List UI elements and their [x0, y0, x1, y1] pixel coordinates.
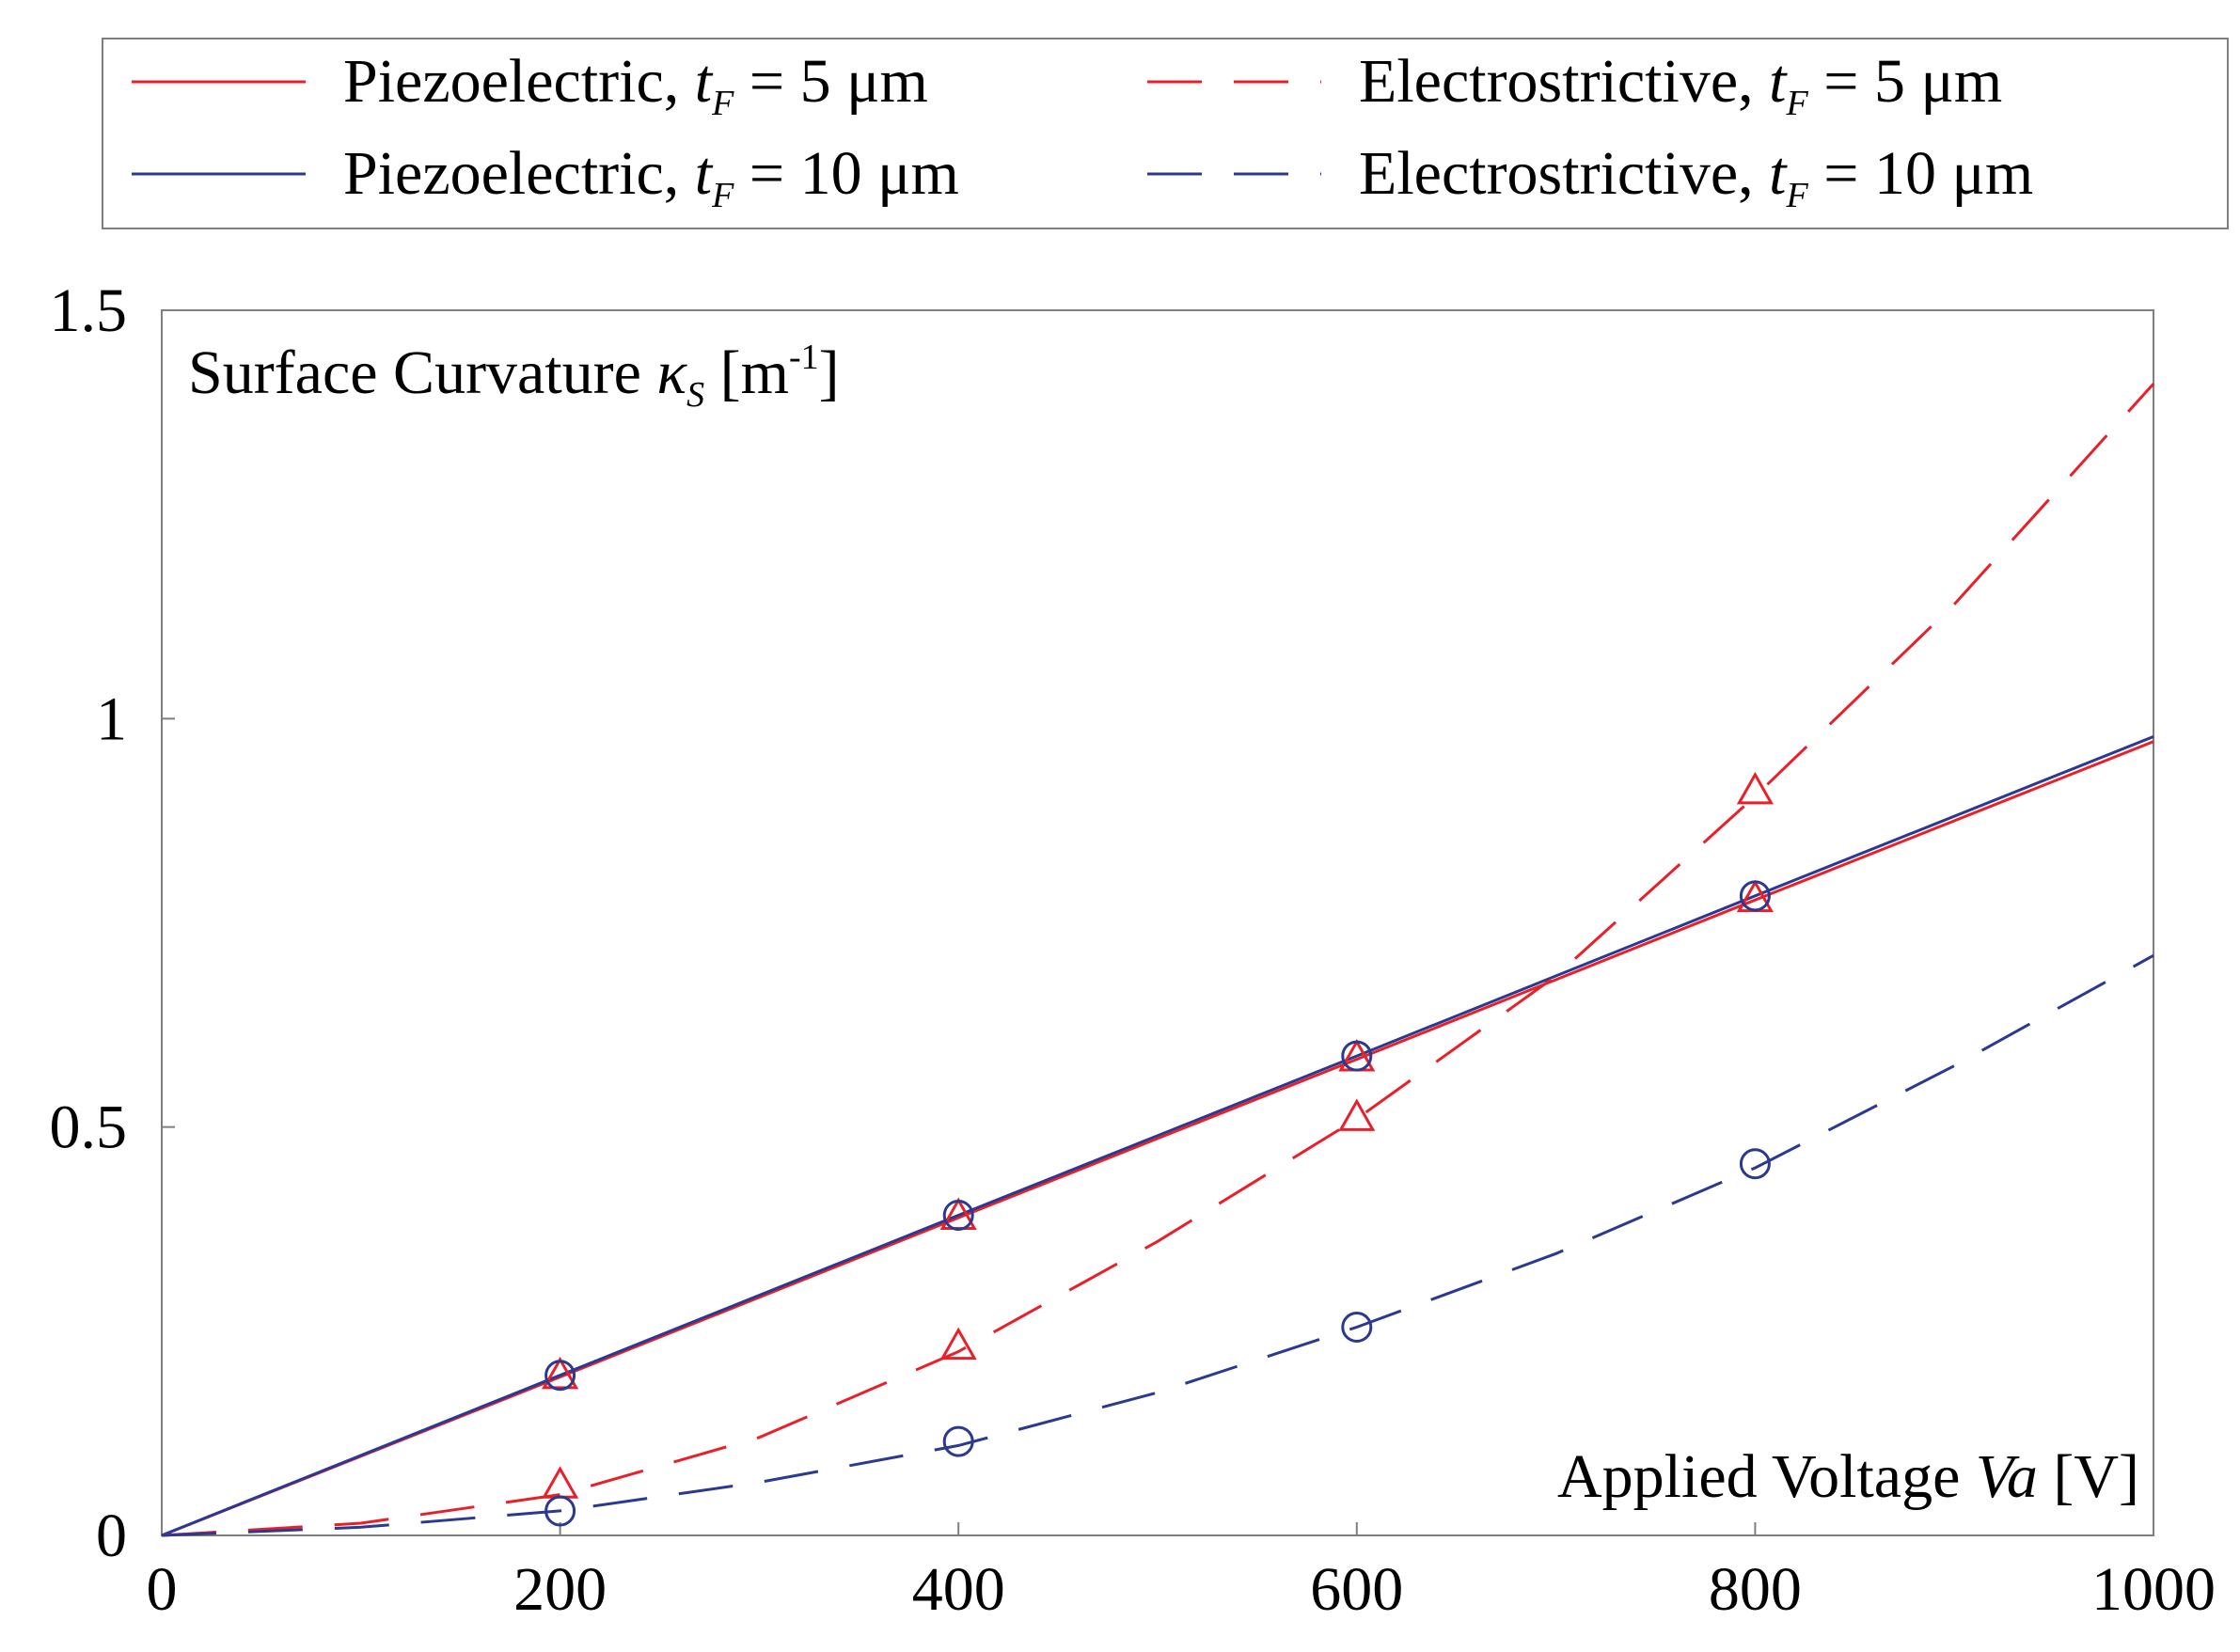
tick-labels: 0 200 400 600 800 1000 0 0.5 1 1.5: [50, 276, 2216, 1624]
x-tick-label-2: 400: [912, 1555, 1005, 1624]
series-2-marker-0: [542, 1466, 579, 1499]
y-axis-title: Surface Curvature κS [m-1]: [188, 338, 840, 415]
series-3-marker-0: [544, 1495, 576, 1527]
series-lines: [161, 383, 2155, 1537]
series-3-marker-2: [1341, 1311, 1373, 1343]
series-1-marker-1: [942, 1199, 974, 1231]
x-tick-label-5: 1000: [2091, 1555, 2216, 1624]
x-tick-label-4: 800: [1709, 1555, 1802, 1624]
x-tick-label-0: 0: [147, 1555, 178, 1624]
legend-label-electro-10: Electrostrictive, tF = 10 μm: [1359, 139, 2034, 215]
series-2-marker-1: [939, 1327, 977, 1361]
y-tick-label-1: 0.5: [50, 1093, 128, 1162]
series-1-marker-0: [544, 1360, 576, 1392]
x-tick-label-3: 600: [1310, 1555, 1403, 1624]
plot-frame: [161, 309, 2154, 1536]
y-tick-label-2: 1: [96, 684, 127, 753]
legend-label-piezo-5: Piezoelectric, tF = 5 μm: [343, 47, 928, 123]
series-line-2: [161, 383, 2155, 1537]
series-line-1: [161, 735, 2154, 1537]
series-2-marker-2: [1338, 1098, 1376, 1131]
legend-entry-piezo-10: Piezoelectric, tF = 10 μm: [132, 132, 959, 216]
legend-label-electro-5: Electrostrictive, tF = 5 μm: [1359, 47, 2003, 123]
y-tick-label-3: 1.5: [50, 276, 128, 345]
series-1-marker-3: [1739, 880, 1771, 912]
legend-line-piezo-10: [132, 165, 306, 183]
legend-entry-piezo-5: Piezoelectric, tF = 5 μm: [132, 39, 928, 124]
legend-entry-electro-5: Electrostrictive, tF = 5 μm: [1147, 39, 2002, 124]
series-1-marker-2: [1341, 1040, 1373, 1072]
legend-line-electro-10: [1147, 165, 1321, 183]
series-2-marker-3: [1736, 771, 1774, 805]
axis-ticks: [161, 309, 2154, 1536]
legend-label-piezo-10: Piezoelectric, tF = 10 μm: [343, 139, 959, 215]
legend-entry-electro-10: Electrostrictive, tF = 10 μm: [1147, 132, 2033, 216]
y-tick-label-0: 0: [96, 1502, 127, 1570]
series-3-marker-3: [1739, 1148, 1771, 1180]
series-3-marker-1: [942, 1425, 974, 1457]
legend-line-electro-5: [1147, 72, 1321, 91]
series-0-marker-0: [542, 1356, 579, 1390]
series-markers: [542, 771, 1774, 1527]
x-axis-title: Applied Voltage Va [V]: [1557, 1442, 2139, 1511]
legend: Piezoelectric, tF = 5 μm Electrostrictiv…: [102, 38, 2229, 229]
x-tick-label-1: 200: [513, 1555, 607, 1624]
legend-line-piezo-5: [132, 72, 306, 91]
